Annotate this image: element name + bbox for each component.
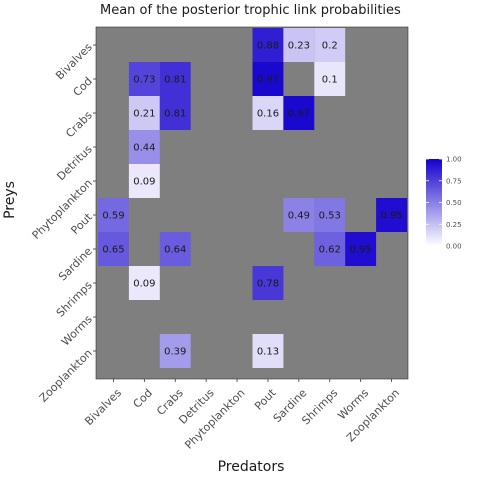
heatmap-cell [128,164,160,198]
y-tick-label: Shrimps [54,278,95,319]
cell-value-label: 0.97 [288,109,310,120]
y-tick-label: Phytoplankton [30,177,95,242]
heatmap-cell [314,62,346,96]
cell-value-label: 0.73 [133,75,155,86]
heatmap-cell [252,62,284,96]
heatmap-cell [345,232,377,266]
x-tick-label: Cod [131,386,155,410]
cell-value-label: 0.78 [257,279,279,290]
heatmap-cell [159,232,191,266]
y-tick-label: Zooplankton [37,347,95,405]
legend-tick-label: 1.00 [446,156,462,164]
heatmap-cell [314,198,346,232]
heatmap-cell [128,96,160,130]
y-tick-label: Crabs [63,108,95,140]
cell-value-label: 0.09 [133,279,155,290]
legend-tick-label: 0.25 [446,221,462,229]
heatmap-cell [283,28,315,62]
heatmap-cell [283,198,315,232]
y-tick-label: Pout [68,210,95,237]
heatmap-cell [314,28,346,62]
x-tick-label: Bivalves [82,386,124,428]
heatmap-cell [98,198,129,232]
cell-value-label: 0.81 [164,75,186,86]
heatmap-cell [128,130,160,164]
cell-value-label: 0.81 [164,109,186,120]
legend-tick-label: 0.75 [446,177,462,185]
cell-value-label: 0.39 [164,347,186,358]
x-axis-title: Predators [218,459,285,475]
cell-value-label: 0.97 [257,75,279,86]
heatmap-cell [252,96,284,130]
y-tick-label: Cod [71,75,95,99]
cell-value-label: 0.88 [257,41,279,52]
cell-value-label: 0.62 [319,245,341,256]
cell-value-label: 0.16 [257,109,279,120]
heatmap-cell [128,266,160,300]
y-tick-label: Bivalves [53,40,95,82]
cell-value-label: 0.2 [322,41,338,52]
y-tick-label: Sardine [56,244,95,283]
cell-value-label: 0.65 [102,245,124,256]
heatmap-cell [376,198,407,232]
cell-value-label: 0.23 [288,41,310,52]
heatmap-cell [314,232,346,266]
cell-value-label: 0.53 [319,211,341,222]
heatmap-cell [159,96,191,130]
heatmap-cell [98,232,129,266]
cell-value-label: 0.13 [257,347,279,358]
chart-title: Mean of the posterior trophic link proba… [100,3,401,18]
cell-value-label: 0.21 [133,109,155,120]
heatmap-cell [283,96,315,130]
color-legend: 0.00 0.25 0.50 0.75 1.00 [426,156,462,251]
heatmap-cell [252,266,284,300]
cell-value-label: 0.95 [380,211,402,222]
y-axis-title: Preys [2,181,18,219]
cell-value-label: 0.1 [322,75,338,86]
cell-value-label: 0.95 [350,245,372,256]
x-tick-label: Pout [252,386,279,413]
cell-value-label: 0.59 [102,211,124,222]
y-tick-label: Detritus [54,142,95,183]
heatmap-cell [128,62,160,96]
cells-layer [98,28,407,368]
legend-colorbar [426,159,442,246]
heatmap-cell [159,334,191,368]
cell-value-label: 0.09 [133,177,155,188]
heatmap-cell [159,62,191,96]
cell-value-label: 0.64 [164,245,186,256]
legend-tick-label: 0.00 [446,243,462,251]
cell-labels-layer: 0.88 0.23 0.2 0.73 0.81 0.97 0.1 0.21 0.81 0.16 0.… [102,41,402,358]
legend-tick-label: 0.50 [446,199,462,207]
heatmap-cell [252,28,284,62]
cell-value-label: 0.44 [133,143,155,154]
cell-value-label: 0.49 [288,211,310,222]
heatmap-cell [252,334,284,368]
